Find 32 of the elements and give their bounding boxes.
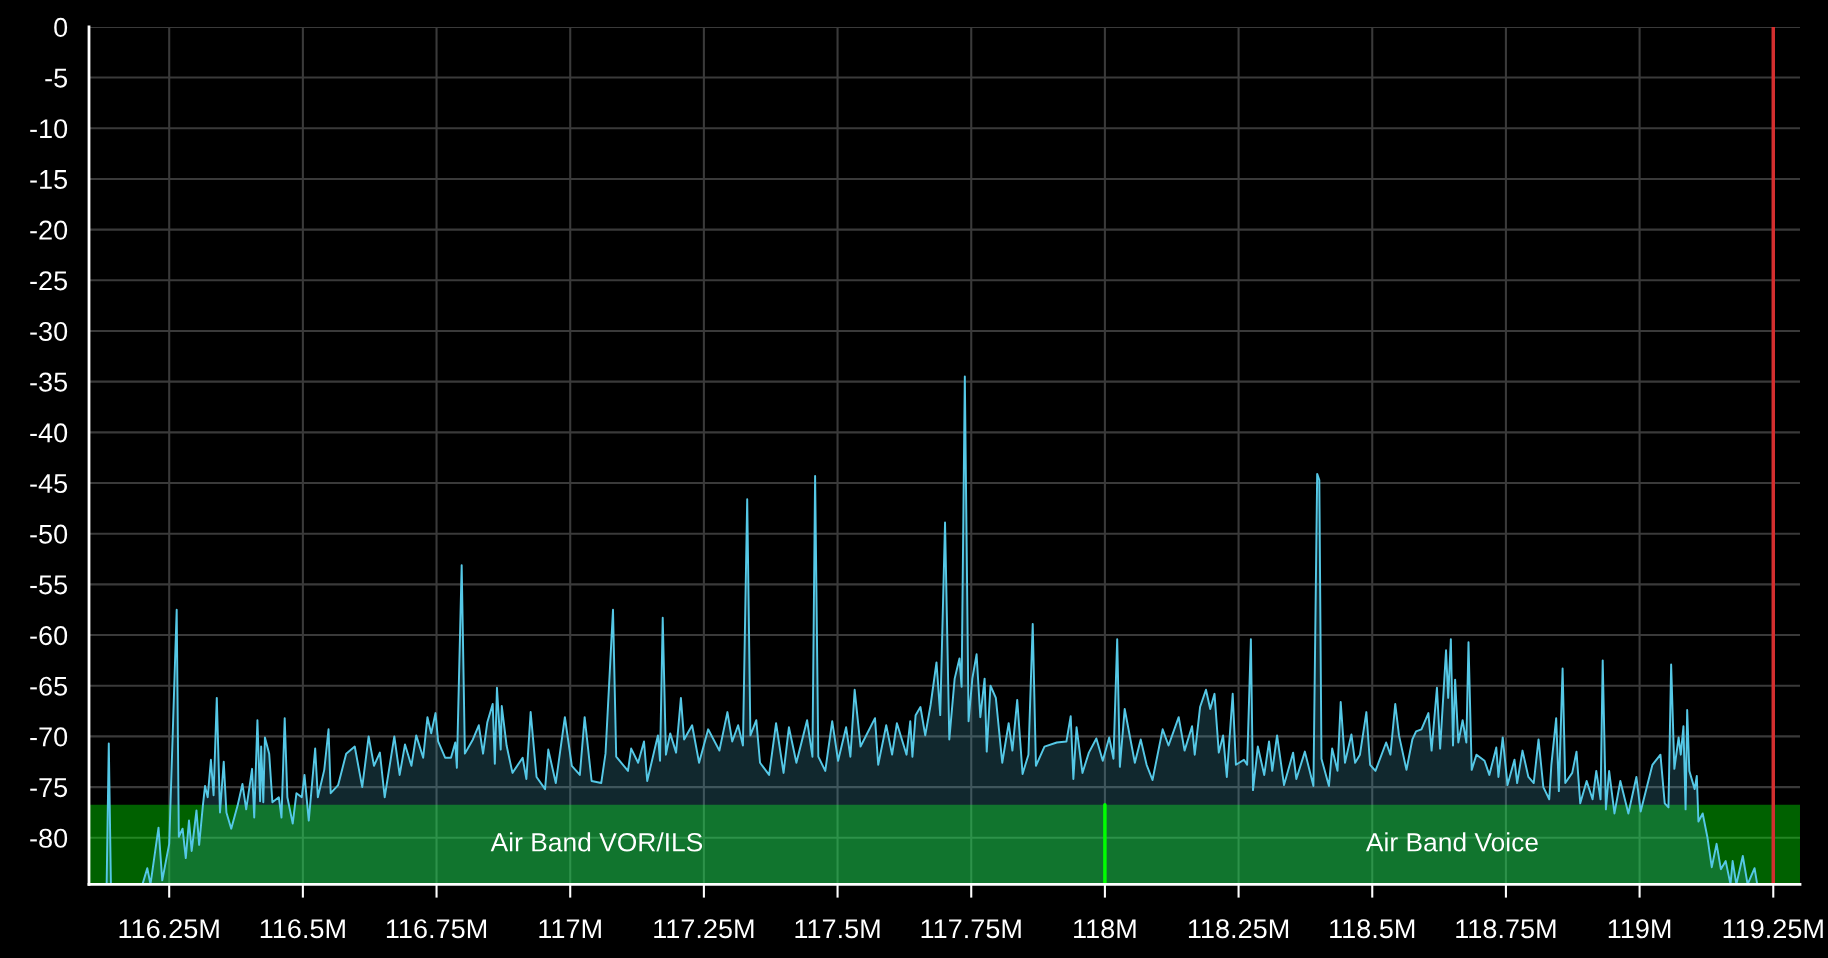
y-tick-label: -35: [30, 372, 68, 392]
y-tick-label: -70: [30, 727, 68, 747]
y-tick-label: -20: [30, 220, 68, 240]
y-tick-label: -80: [30, 828, 68, 848]
x-tick-label: 117.25M: [654, 919, 754, 939]
y-tick-label: -55: [30, 575, 68, 595]
y-tick-label: 0: [54, 17, 68, 37]
x-tick-label: 118.5M: [1330, 919, 1415, 939]
y-tick-label: -45: [30, 474, 68, 494]
y-tick-label: -60: [30, 625, 68, 646]
band-label: Air Band Voice: [1365, 832, 1538, 852]
y-tick-label: -30: [30, 321, 68, 342]
band-label: Air Band VOR/ILS: [490, 832, 703, 852]
x-tick-label: 116.5M: [260, 919, 345, 939]
x-tick-label: 116.75M: [386, 919, 487, 939]
y-tick-label: -10: [30, 119, 68, 139]
y-tick-label: -5: [45, 68, 68, 88]
x-tick-label: 118M: [1074, 919, 1136, 939]
y-tick-label: -50: [30, 524, 68, 544]
x-tick-label: 118.75M: [1456, 919, 1556, 939]
y-tick-label: -40: [30, 423, 68, 443]
y-tick-label: -25: [30, 271, 68, 291]
x-tick-label: 118.25M: [1188, 919, 1289, 939]
y-tick-label: -75: [30, 778, 68, 798]
x-tick-label: 117.75M: [921, 919, 1021, 939]
y-tick-label: -15: [30, 170, 68, 190]
y-tick-label: -65: [30, 676, 68, 696]
x-tick-label: 119M: [1608, 919, 1671, 939]
x-tick-label: 117M: [539, 919, 601, 939]
x-tick-label: 119.25M: [1723, 919, 1823, 939]
x-tick-label: 117.5M: [795, 919, 880, 939]
x-tick-label: 116.25M: [119, 919, 219, 939]
